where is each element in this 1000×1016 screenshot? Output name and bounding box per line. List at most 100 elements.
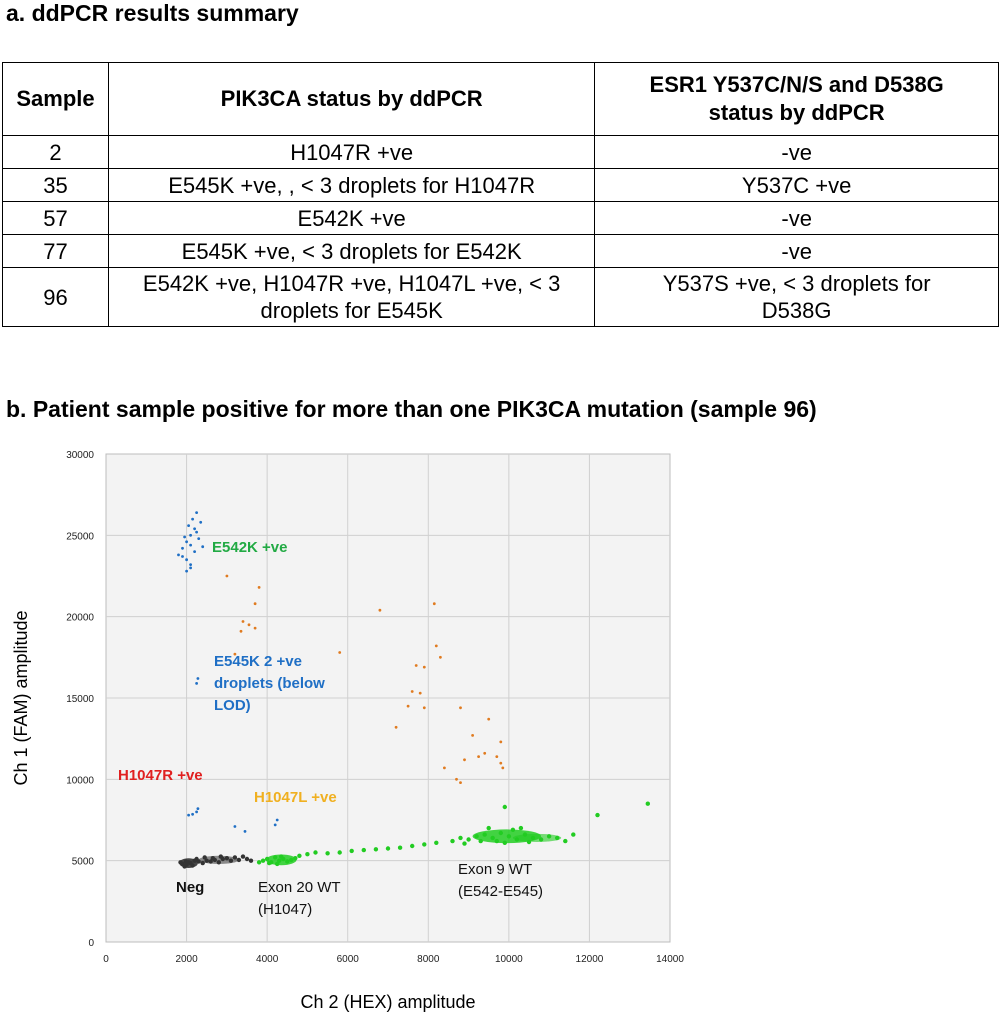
data-point: [193, 550, 197, 553]
data-point: [189, 533, 193, 537]
data-point: [406, 704, 410, 708]
cell-pik3ca: E542K +ve, H1047R +ve, H1047L +ve, < 3 d…: [107, 267, 596, 327]
data-point: [189, 563, 193, 566]
x-tick-label: 4000: [256, 954, 279, 965]
data-point: [459, 706, 462, 710]
annotation-e545k-line3: LOD): [214, 697, 251, 714]
data-point: [486, 825, 491, 831]
data-point: [244, 856, 250, 862]
annotation-e545k-line2: droplets (below: [214, 675, 325, 692]
data-point: [455, 777, 458, 781]
results-table: Sample PIK3CA status by ddPCR ESR1 Y537C…: [2, 62, 999, 327]
data-point: [337, 850, 342, 855]
table-header-row: Sample PIK3CA status by ddPCR ESR1 Y537C…: [2, 62, 999, 136]
annotation-e542k: E542K +ve: [212, 539, 287, 556]
data-point: [183, 535, 187, 539]
data-point: [499, 761, 503, 765]
data-point: [518, 825, 524, 831]
x-tick-label: 6000: [337, 954, 360, 965]
data-point: [432, 602, 436, 606]
data-point: [196, 677, 200, 680]
x-tick-label: 8000: [417, 954, 440, 965]
data-point: [443, 766, 446, 770]
data-point: [422, 842, 427, 847]
data-point: [239, 629, 243, 633]
cell-esr1: -ve: [594, 135, 999, 169]
table-row: 35 E545K +ve, , < 3 droplets for H1047R …: [2, 168, 999, 202]
header-esr1: ESR1 Y537C/N/S and D538G status by ddPCR: [594, 62, 999, 136]
y-tick-label: 25000: [66, 531, 94, 542]
data-point: [378, 608, 382, 612]
data-point: [434, 840, 439, 845]
data-point: [195, 682, 199, 685]
data-point: [450, 838, 455, 844]
data-point: [201, 545, 205, 549]
x-tick-label: 10000: [495, 954, 523, 965]
annotation-e545k-line1: E545K 2 +ve: [214, 653, 302, 670]
data-point: [394, 725, 398, 729]
data-point: [199, 520, 203, 524]
data-point: [256, 860, 262, 865]
cell-esr1: Y537C +ve: [594, 168, 999, 202]
data-point: [305, 852, 310, 857]
axis-ticks: 0 2000 4000 6000 8000 10000 12000 14000 0 5000 100…: [66, 450, 684, 965]
data-point: [477, 755, 480, 758]
x-tick-label: 12000: [576, 954, 604, 965]
data-point: [502, 804, 507, 810]
cluster-density: [512, 833, 562, 842]
data-point: [257, 586, 261, 589]
annotation-h1047l: H1047L +ve: [254, 789, 337, 806]
table-row: 57 E542K +ve -ve: [2, 201, 999, 235]
data-point: [458, 835, 463, 841]
cell-esr1: -ve: [594, 201, 999, 235]
data-point: [275, 818, 279, 822]
y-tick-label: 15000: [66, 694, 94, 705]
x-tick-label: 14000: [656, 954, 684, 965]
data-point: [181, 546, 184, 550]
data-point: [240, 854, 246, 859]
data-point: [385, 846, 391, 851]
data-point: [397, 845, 403, 850]
data-point: [645, 801, 650, 806]
data-point: [187, 524, 191, 527]
data-point: [422, 665, 426, 669]
annotation-exon20-line2: (H1047): [258, 901, 312, 918]
data-point: [483, 751, 487, 755]
cell-pik3ca: H1047R +ve: [107, 135, 596, 169]
annotation-exon20-line1: Exon 20 WT: [258, 879, 341, 896]
data-point: [501, 766, 505, 770]
data-point: [248, 858, 254, 863]
data-point: [422, 706, 426, 710]
y-tick-label: 5000: [72, 857, 95, 868]
data-point: [253, 626, 257, 630]
data-point: [459, 781, 462, 784]
data-point: [571, 832, 576, 837]
y-tick-label: 20000: [66, 613, 94, 624]
data-point: [471, 734, 474, 737]
cluster-density: [179, 858, 198, 868]
data-point: [243, 830, 247, 833]
data-point: [439, 655, 442, 659]
y-tick-label: 10000: [66, 775, 94, 786]
cell-sample: 2: [2, 135, 109, 169]
data-point: [185, 569, 189, 573]
data-point: [273, 823, 277, 827]
cell-esr1: Y537S +ve, < 3 droplets for D538G: [594, 267, 999, 327]
data-point: [499, 740, 503, 744]
data-point: [487, 717, 491, 721]
data-point: [195, 530, 199, 534]
data-points: [177, 511, 650, 869]
cluster-density: [198, 855, 239, 864]
data-point: [361, 847, 366, 853]
data-point: [325, 851, 330, 856]
section-b-title: b. Patient sample positive for more than…: [6, 396, 817, 422]
data-point: [193, 527, 197, 531]
x-axis-label: Ch 2 (HEX) amplitude: [300, 992, 475, 1012]
data-point: [189, 543, 193, 547]
data-point: [313, 850, 318, 855]
data-point: [241, 620, 245, 623]
data-point: [191, 812, 195, 816]
table-row: 96 E542K +ve, H1047R +ve, H1047L +ve, < …: [2, 267, 999, 327]
x-tick-label: 0: [103, 954, 109, 965]
cell-esr1: -ve: [594, 234, 999, 268]
